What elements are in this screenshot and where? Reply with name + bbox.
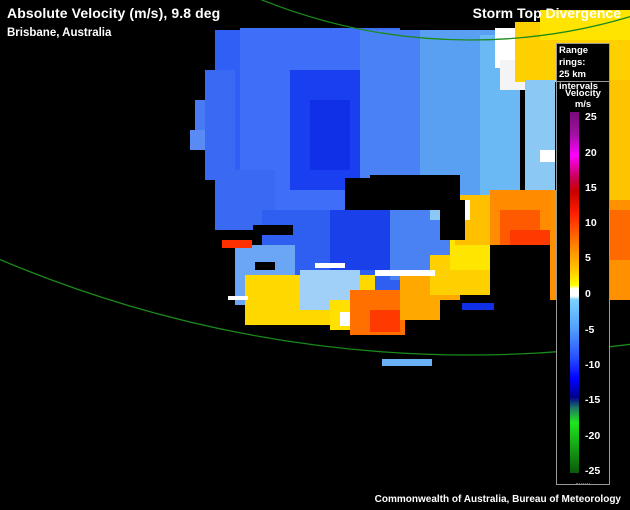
radar-echo-cell	[310, 100, 350, 170]
legend-title: Velocity m/s	[557, 88, 609, 110]
velocity-colorbar	[570, 112, 579, 473]
legend-tick-label: 25	[585, 111, 597, 123]
range-rings-line-1: Range rings:	[559, 45, 589, 68]
range-ring	[260, 0, 630, 41]
radar-echo-cell	[370, 175, 460, 200]
legend-tick-label: -25	[585, 465, 601, 477]
radar-echo-cell	[610, 210, 630, 260]
radar-echo-cell	[440, 300, 550, 360]
range-rings-line-2: 25 km	[559, 69, 586, 80]
legend-tick-label: 20	[585, 147, 597, 159]
legend-tick-label: 10	[585, 217, 597, 229]
radar-echo-cell	[205, 70, 235, 180]
legend-tick-label: -15	[585, 394, 601, 406]
radar-echo-cell	[340, 312, 352, 326]
radar-echo-cell	[375, 270, 435, 276]
range-rings-line-3: intervals	[559, 81, 599, 92]
radar-echo-cell	[222, 240, 252, 248]
radar-echo-cell	[330, 210, 390, 270]
radar-echo-cell	[370, 310, 400, 332]
legend-tick-label: -10	[585, 359, 601, 371]
radar-echo-cell	[540, 150, 555, 162]
radar-echo-cell	[462, 303, 494, 310]
product-title: Absolute Velocity (m/s), 9.8 deg	[7, 5, 221, 21]
legend-title-line-1: Velocity	[565, 88, 601, 99]
legend-tick-label: -20	[585, 430, 601, 442]
velocity-legend: Range rings: 25 km intervals Velocity m/…	[556, 43, 610, 485]
range-ring	[0, 258, 630, 356]
copyright-credit: Commonwealth of Australia, Bureau of Met…	[374, 494, 621, 505]
radar-echo-cell	[450, 240, 490, 270]
radar-echo-cell	[255, 262, 275, 270]
radar-echo-cell	[315, 263, 345, 268]
legend-tick-label: 0	[585, 288, 591, 300]
radar-echo-cell	[540, 10, 630, 40]
legend-tick-label: -5	[585, 324, 595, 336]
radar-echo-cell	[253, 225, 293, 235]
radar-location: Brisbane, Australia	[7, 27, 112, 39]
product-name: Storm Top Divergence	[472, 5, 621, 21]
legend-tick-label: 15	[585, 182, 597, 194]
range-rings-note: Range rings: 25 km intervals	[557, 44, 609, 92]
legend-tick-label: 5	[585, 252, 591, 264]
legend-resize-handle	[576, 483, 590, 486]
radar-echo-cell	[382, 359, 432, 366]
legend-unit: m/s	[574, 99, 592, 110]
radar-echo-cell	[440, 200, 465, 240]
radar-echo-cell	[525, 80, 555, 200]
radar-echo-cell	[228, 296, 248, 300]
radar-echo-cell	[490, 245, 550, 300]
